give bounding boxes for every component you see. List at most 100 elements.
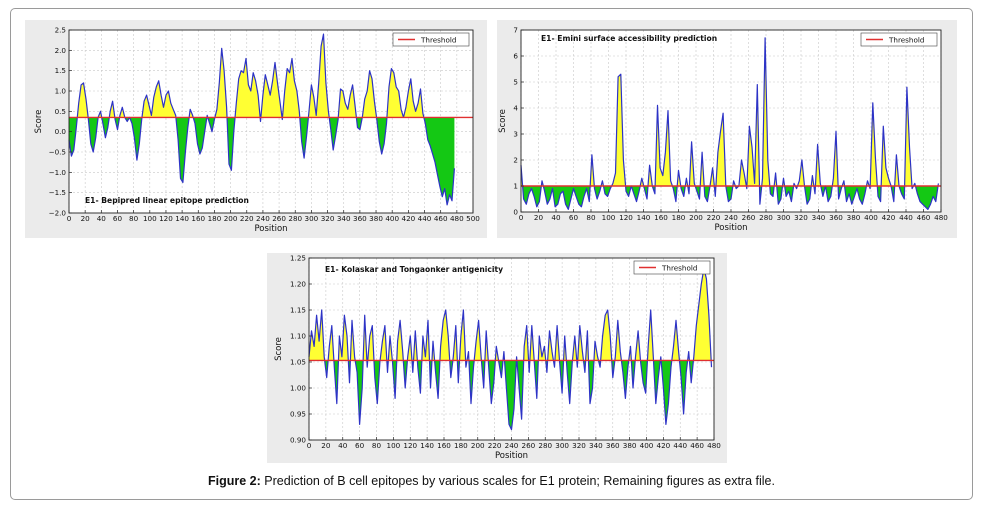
y-tick-label: 1 — [513, 182, 518, 191]
y-tick-label: 6 — [513, 52, 518, 61]
x-tick-label: 200 — [471, 441, 485, 450]
x-tick-label: 260 — [272, 214, 286, 223]
x-tick-label: 460 — [917, 213, 931, 222]
axes-frame — [68, 29, 474, 214]
x-tick-label: 0 — [307, 441, 312, 450]
y-tick-label: 2.0 — [55, 46, 67, 55]
x-axis-label: Position — [495, 451, 528, 461]
y-tick-label: 7 — [513, 26, 518, 35]
x-tick-label: 20 — [534, 213, 544, 222]
x-tick-label: 60 — [569, 213, 579, 222]
score-line — [68, 33, 455, 206]
x-tick-label: 80 — [586, 213, 596, 222]
legend-threshold-label: Threshold — [888, 35, 924, 44]
x-tick-label: 220 — [240, 214, 254, 223]
y-tick-label: 0.5 — [55, 107, 66, 116]
x-tick-label: 480 — [707, 441, 721, 450]
x-tick-label: 340 — [589, 441, 603, 450]
legend-threshold-label: Threshold — [420, 35, 456, 44]
x-tick-label: 100 — [143, 214, 157, 223]
x-tick-label: 180 — [672, 213, 686, 222]
y-tick-label: 1.05 — [290, 358, 306, 367]
x-tick-label: 440 — [418, 214, 432, 223]
above-threshold-area — [521, 37, 939, 186]
x-tick-label: 160 — [654, 213, 668, 222]
x-tick-label: 360 — [829, 213, 843, 222]
x-tick-label: 180 — [208, 214, 222, 223]
x-tick-label: 260 — [742, 213, 756, 222]
bepipred-svg: 0 20 40 60 80 100 120 140 160 180 200 220 240 260 280 3… — [34, 26, 480, 235]
x-tick-label: 340 — [812, 213, 826, 222]
x-tick-label: 240 — [505, 441, 519, 450]
x-tick-label: 240 — [724, 213, 738, 222]
chart-title: E1- Bepipred linear epitope prediction — [85, 196, 249, 205]
x-tick-label: 120 — [619, 213, 633, 222]
x-tick-label: 400 — [385, 214, 399, 223]
x-tick-label: 460 — [690, 441, 704, 450]
kolaskar-chart: 0 20 40 60 80 100 120 140 160 180 200 220 240 260 280 3… — [267, 253, 727, 463]
x-tick-label: 280 — [759, 213, 773, 222]
x-tick-label: 380 — [623, 441, 637, 450]
y-tick-label: −0.5 — [49, 148, 66, 157]
y-tick-label: 1.20 — [290, 280, 306, 289]
y-tick-label: 0.0 — [55, 127, 67, 136]
x-tick-label: 80 — [372, 441, 382, 450]
plot-area — [69, 30, 473, 213]
x-tick-label: 320 — [321, 214, 335, 223]
x-tick-label: 500 — [466, 214, 480, 223]
x-tick-label: 320 — [794, 213, 808, 222]
y-tick-label: 3 — [513, 130, 518, 139]
x-tick-label: 60 — [113, 214, 123, 223]
x-tick-label: 380 — [369, 214, 383, 223]
y-tick-label: −1.5 — [49, 188, 66, 197]
y-axis-label: Score — [274, 337, 284, 361]
legend-box — [860, 32, 938, 47]
y-tick-label: 1.25 — [290, 254, 306, 263]
x-tick-label: 300 — [777, 213, 791, 222]
x-tick-label: 480 — [934, 213, 948, 222]
x-tick-label: 460 — [434, 214, 448, 223]
x-tick-label: 420 — [882, 213, 896, 222]
y-tick-label: 0.90 — [290, 436, 306, 445]
x-axis-label: Position — [254, 224, 287, 234]
bepipred-chart: 0 20 40 60 80 100 120 140 160 180 200 220 240 260 280 3… — [25, 20, 487, 238]
x-tick-label: 380 — [847, 213, 861, 222]
caption-text: Prediction of B cell epitopes by various… — [264, 474, 775, 488]
x-tick-label: 200 — [224, 214, 238, 223]
x-tick-label: 20 — [81, 214, 91, 223]
x-tick-label: 180 — [454, 441, 468, 450]
y-tick-label: 1.00 — [290, 384, 306, 393]
y-axis-label: Score — [498, 109, 508, 133]
legend-threshold-label: Threshold — [661, 263, 697, 272]
x-tick-label: 120 — [159, 214, 173, 223]
kolaskar-svg: 0 20 40 60 80 100 120 140 160 180 200 220 240 260 280 3… — [274, 254, 721, 462]
x-tick-label: 0 — [67, 214, 72, 223]
x-tick-label: 240 — [256, 214, 270, 223]
y-tick-label: 1.5 — [55, 66, 66, 75]
x-tick-label: 200 — [689, 213, 703, 222]
y-tick-label: −1.0 — [49, 168, 67, 177]
x-tick-label: 440 — [673, 441, 687, 450]
x-tick-label: 100 — [602, 213, 616, 222]
x-tick-label: 300 — [555, 441, 569, 450]
legend-box — [633, 260, 711, 275]
x-axis-label: Position — [714, 223, 747, 233]
x-tick-label: 140 — [637, 213, 651, 222]
plot-area — [521, 30, 941, 212]
y-tick-label: 0.95 — [290, 410, 306, 419]
chart-title: E1- Kolaskar and Tongaonker antigenicity — [325, 265, 503, 274]
y-tick-label: 2 — [513, 156, 518, 165]
legend-box — [392, 32, 470, 47]
x-tick-label: 400 — [864, 213, 878, 222]
x-tick-label: 160 — [191, 214, 205, 223]
x-tick-label: 0 — [519, 213, 524, 222]
x-tick-label: 360 — [353, 214, 367, 223]
y-tick-label: 0 — [513, 208, 518, 217]
caption-label: Figure 2: — [208, 474, 261, 488]
x-tick-label: 360 — [606, 441, 620, 450]
x-tick-label: 160 — [437, 441, 451, 450]
emini-svg: 0 20 40 60 80 100 120 140 160 180 200 220 240 260 280 3… — [498, 26, 948, 234]
x-tick-label: 120 — [403, 441, 417, 450]
x-tick-label: 440 — [899, 213, 913, 222]
y-tick-label: 5 — [513, 78, 518, 87]
